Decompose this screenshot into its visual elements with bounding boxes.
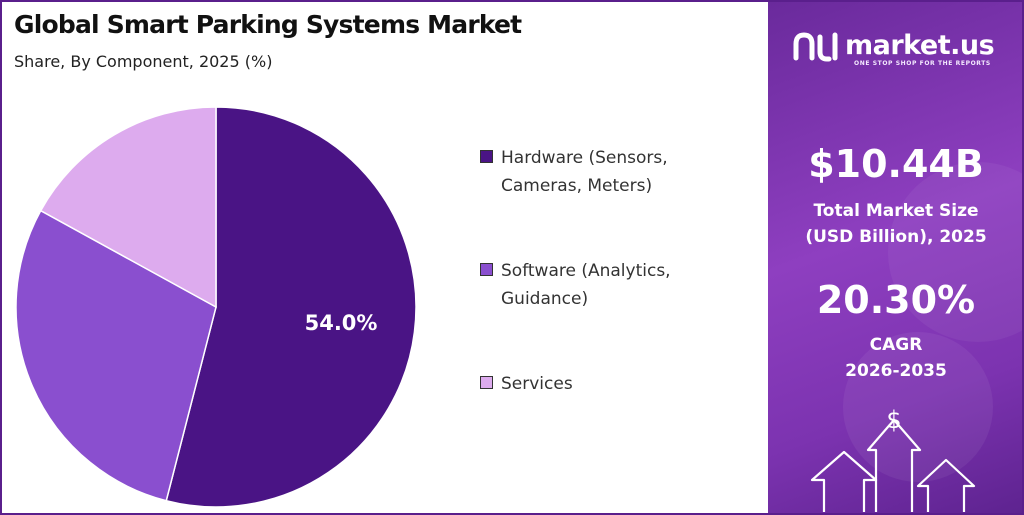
pie-data-label-0: 54.0% [305, 311, 378, 335]
legend-label-software-line2: Guidance) [501, 289, 589, 309]
legend-item-software: Software (Analytics, Guidance) [480, 257, 720, 313]
legend-item-services: Services [480, 370, 720, 398]
cagr-value: 20.30% [816, 278, 976, 322]
stats-panel: $ market.us ONE STOP SHOP FOR THE REPORT… [766, 2, 1022, 513]
market-size-label-line2: (USD Billion), 2025 [805, 227, 987, 247]
chart-subtitle: Share, By Component, 2025 (%) [14, 52, 273, 71]
pie-slice-0 [165, 106, 417, 508]
market-size-label-line1: Total Market Size [813, 201, 979, 221]
brand-tagline: ONE STOP SHOP FOR THE REPORTS [854, 60, 991, 67]
legend-item-hardware: Hardware (Sensors, Cameras, Meters) [480, 144, 720, 200]
legend-label-software-line1: Software (Analytics, [501, 261, 671, 281]
market-size-value: $10.44B [808, 142, 984, 186]
legend-label-hardware-line2: Cameras, Meters) [501, 176, 653, 196]
cagr-label-line2: 2026-2035 [845, 361, 947, 381]
legend-swatch-hardware [480, 150, 493, 163]
growth-arrows-decoration: $ [810, 162, 1022, 512]
legend-swatch-services [480, 376, 493, 389]
cagr-label: CAGR 2026-2035 [768, 332, 1022, 384]
chart-panel: Global Smart Parking Systems Market Shar… [2, 2, 766, 513]
pie-chart: 54.0% [15, 106, 417, 508]
legend-label-services-line1: Services [501, 374, 573, 394]
dollar-icon: $ [886, 406, 901, 434]
brand-logo: market.us [793, 30, 995, 62]
pie-slice-1 [15, 209, 217, 502]
market-size-label: Total Market Size (USD Billion), 2025 [768, 198, 1022, 250]
brand-name: market.us [845, 30, 995, 61]
pie-slice-2 [39, 106, 217, 309]
legend-label-hardware-line1: Hardware (Sensors, [501, 148, 668, 168]
cagr-label-line1: CAGR [869, 335, 923, 355]
chart-title: Global Smart Parking Systems Market [14, 10, 522, 39]
legend-swatch-software [480, 263, 493, 276]
market-us-logo-icon [793, 32, 838, 62]
